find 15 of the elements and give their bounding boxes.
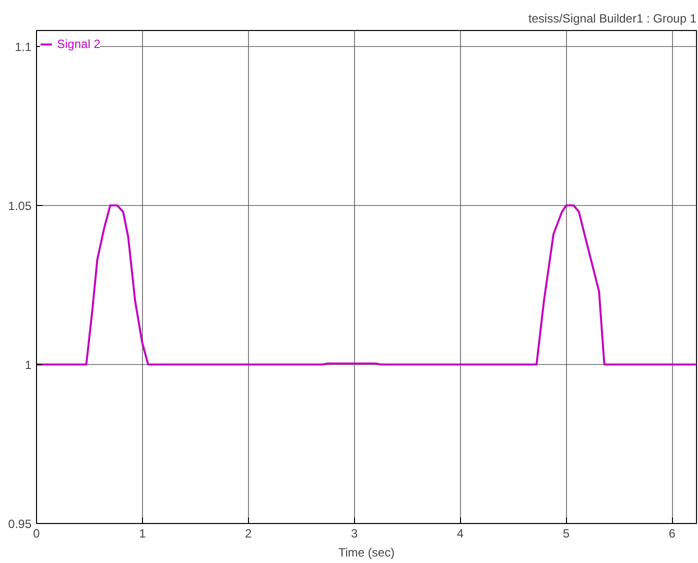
- x-tick-label: 2: [245, 526, 252, 540]
- x-axis-title: Time (sec): [338, 546, 395, 560]
- y-tick-label: 1.05: [8, 198, 32, 213]
- y-tick-label: 1.1: [14, 40, 32, 54]
- chart-title: tesiss/Signal Builder1 : Group 1: [528, 12, 697, 26]
- line-series: [36, 204, 696, 366]
- x-tick-label: 1: [139, 526, 146, 540]
- x-tick-label: 0: [33, 526, 40, 540]
- x-tick-label: 6: [668, 526, 676, 540]
- legend-label: Signal 2: [57, 37, 100, 51]
- y-tick-label: 1: [24, 358, 32, 372]
- x-tick-label: 4: [456, 526, 464, 540]
- x-tick-label: 5: [562, 526, 570, 540]
- y-tick-label: 0.95: [8, 517, 32, 531]
- x-tick-label: 3: [350, 526, 358, 540]
